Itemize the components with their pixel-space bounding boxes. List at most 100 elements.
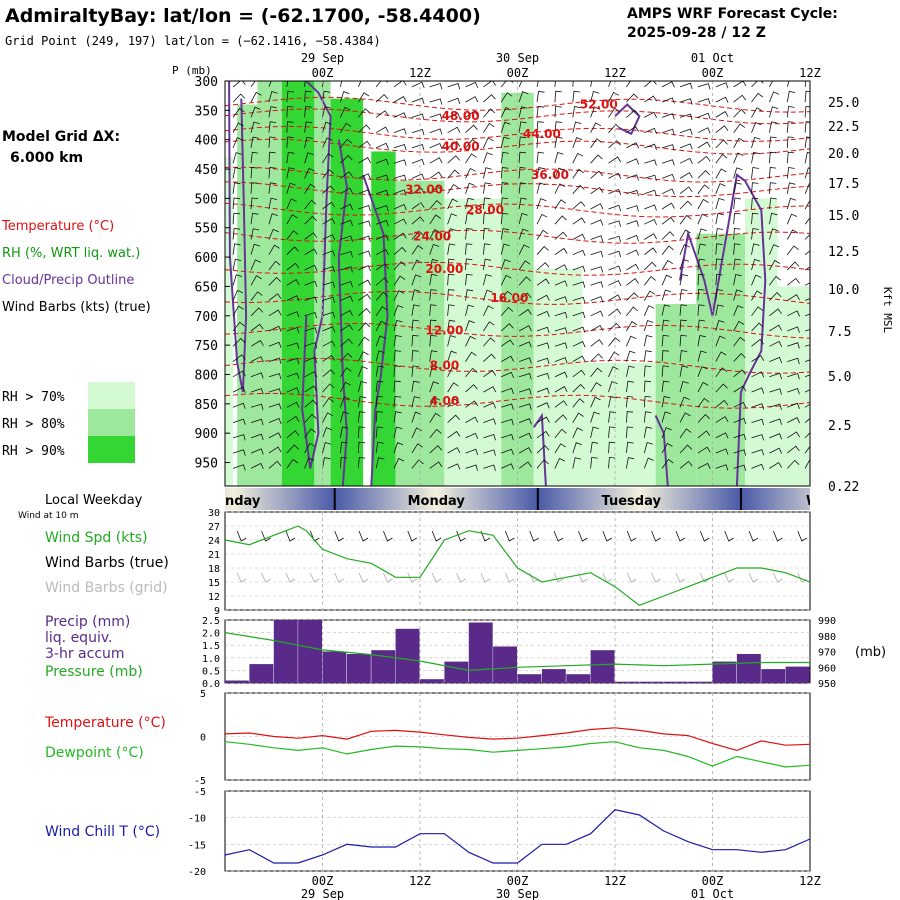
wind-barb: [572, 326, 586, 333]
wind-barb: [465, 448, 479, 456]
pressure-tick-label: 400: [195, 134, 218, 149]
wind-barb: [304, 215, 317, 225]
wind-barb: [286, 230, 299, 240]
wind-barb: [375, 411, 383, 423]
wind-barb: [733, 274, 742, 286]
wind-barb: [518, 341, 532, 348]
wind-barb: [679, 229, 691, 240]
wind-barb: [358, 140, 371, 149]
wind-barb: [500, 136, 510, 148]
wind-barb: [715, 367, 728, 378]
precip-bar: [541, 669, 566, 683]
wind-barb: [590, 154, 603, 164]
precip-bar: [517, 674, 542, 683]
wind-barb: [661, 274, 673, 286]
top-time-label: 00Z: [507, 66, 529, 80]
wind-barb: [250, 212, 259, 225]
wind-barb: [250, 433, 264, 441]
height-tick-label: 20.0: [828, 147, 859, 162]
isotherm-label: 12.00: [425, 323, 463, 337]
wind-barb: [375, 291, 389, 301]
wind-barb: [375, 441, 384, 454]
wind-barb: [804, 183, 810, 194]
wind-barb: [322, 90, 331, 103]
wind-barb: [679, 319, 687, 332]
wind-barb: [375, 365, 384, 377]
cross-section-plot: 52.00 48.00 44.00 40.00 36.00 32.00 28.00 24.00…: [225, 81, 810, 486]
surface-wind-barb: [309, 530, 320, 542]
wind-barb: [393, 335, 402, 347]
wind-barb: [393, 275, 406, 286]
wind-barb: [661, 334, 670, 347]
wind-barb: [465, 273, 473, 286]
wind-barb: [679, 274, 689, 286]
surface-wind-barb: [797, 530, 808, 542]
temp-tick-label: 0: [200, 733, 206, 744]
wind-barb: [375, 306, 388, 317]
wind-barb: [375, 426, 384, 438]
isotherm-label: 44.00: [523, 127, 561, 141]
page-title: AdmiraltyBay: lat/lon = (-62.1700, -58.4…: [5, 5, 481, 27]
wind-barb: [679, 381, 689, 393]
isotherm-label: 24.00: [413, 230, 451, 244]
precip-tick-label: 2.5: [202, 616, 220, 627]
precip-bar: [322, 651, 347, 683]
wind-barb: [250, 182, 258, 194]
wind-barb: [572, 296, 586, 304]
wind-barb: [804, 199, 810, 210]
grid-wind-barb: [724, 572, 734, 583]
wind-barb: [232, 289, 244, 301]
wind-barb: [644, 233, 657, 240]
wind-barb: [804, 374, 810, 378]
wind-barb: [447, 430, 461, 439]
wind-barb: [500, 212, 509, 225]
wind-barb: [751, 338, 765, 347]
wind-barb: [715, 383, 728, 393]
wind-barb: [787, 459, 800, 469]
wind-barb: [304, 90, 312, 103]
wind-barb: [590, 219, 604, 226]
wind-barb: [268, 182, 277, 194]
top-date-label: 01 Oct: [691, 51, 734, 65]
wind-barb: [232, 107, 245, 118]
wind-barb: [787, 372, 800, 380]
wind-barb: [679, 258, 690, 271]
wind-barb: [804, 298, 810, 301]
pressure-tick-label: 500: [195, 192, 218, 207]
wind-barb: [769, 244, 780, 255]
wind-barb: [715, 432, 729, 439]
wind-barb: [751, 290, 763, 301]
surface-wind-barb: [480, 530, 491, 542]
wind-barb: [661, 113, 675, 120]
wind-barb: [661, 411, 671, 423]
bottom-time-label: 12Z: [799, 874, 821, 888]
precip-bar: [712, 661, 737, 683]
wind-barb: [411, 459, 424, 469]
wind-barb: [304, 399, 318, 408]
wind-barb: [751, 197, 759, 210]
wind-barb: [357, 365, 368, 377]
legend-cloud: Cloud/Precip Outline: [2, 273, 134, 288]
wind-barb: [751, 371, 765, 378]
bottom-time-label: 00Z: [312, 874, 334, 888]
wind-barb: [590, 396, 601, 408]
precip-bar: [493, 646, 517, 683]
wind-barb: [679, 412, 691, 423]
wind-barb: [608, 140, 621, 149]
weekday-segment: [537, 488, 741, 510]
wind-barb: [286, 246, 299, 255]
wind-barb: [447, 273, 455, 286]
wind-barb: [232, 449, 246, 456]
wind-barb: [679, 98, 693, 105]
rh90-swatch: [88, 436, 135, 463]
surface-wind-barb: [358, 530, 369, 542]
wind-barb: [626, 158, 640, 165]
wind-barb: [697, 213, 708, 225]
wind-barb: [626, 174, 639, 181]
wind-barb: [447, 183, 459, 194]
wind-barb: [286, 430, 300, 439]
wind-barb: [804, 282, 810, 286]
height-tick-label: 5.0: [828, 370, 851, 385]
wind-barb: [393, 319, 403, 332]
wind-barb: [536, 90, 545, 103]
